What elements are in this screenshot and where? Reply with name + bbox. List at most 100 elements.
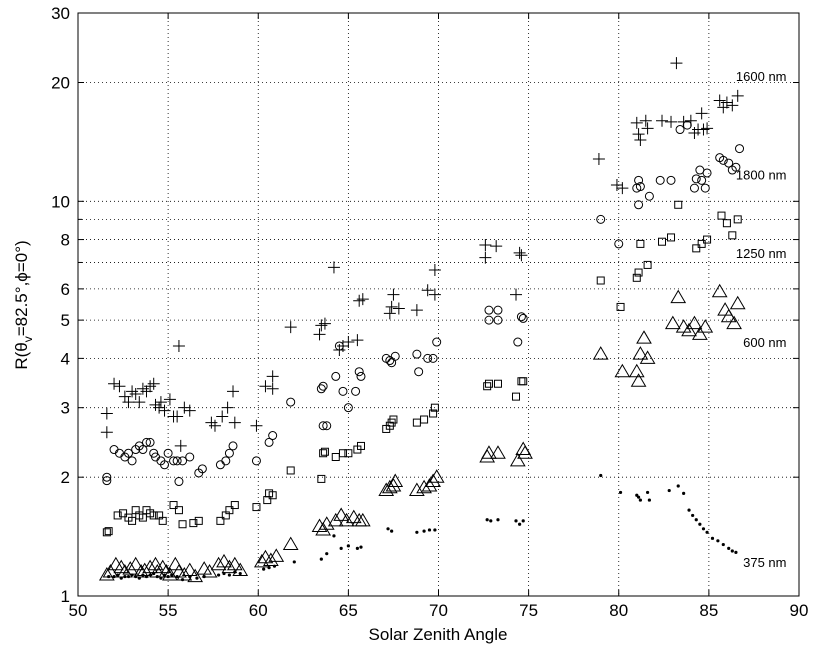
triangle-marker [201,564,218,578]
square-marker [697,239,706,248]
plus-marker [342,336,355,349]
plus-marker [510,288,523,301]
triangle-marker [176,567,193,581]
dot-marker [390,529,394,533]
square-marker [429,409,438,418]
dot-marker [292,560,296,564]
square-marker [733,215,742,224]
triangle-marker [670,289,687,304]
square-marker [320,447,329,456]
triangle-marker [378,482,395,497]
square-marker [512,392,521,401]
circle-marker [518,313,528,323]
circle-marker [318,421,328,431]
square-marker [634,268,643,277]
plus-marker [221,401,234,414]
circle-marker [316,384,326,394]
dot-marker [422,529,426,533]
triangle-marker [338,512,355,527]
circle-marker [169,456,179,466]
plus-marker [100,426,113,439]
circle-marker [390,351,400,361]
dot-marker [647,498,651,502]
dot-marker [137,576,141,580]
square-marker [189,519,198,528]
dot-marker [126,574,131,579]
square-marker [717,211,726,220]
plus-marker [701,122,714,135]
square-marker [616,302,625,311]
circle-marker [484,305,494,315]
dot-marker [339,546,343,551]
series-600-nm [98,283,746,583]
square-marker [344,449,353,458]
plus-marker [163,393,176,406]
y-tick-label: 8 [61,231,70,250]
circle-marker [185,452,195,462]
dot-marker [175,574,179,579]
circle-marker [160,460,170,470]
circle-marker [221,456,231,466]
plus-marker [428,263,441,276]
dot-marker [141,573,145,577]
triangle-marker [681,322,697,337]
dot-marker [521,519,525,523]
dot-marker [489,519,493,523]
circle-marker [343,403,353,413]
square-marker [636,239,645,248]
y-tick-label: 2 [61,468,70,487]
dot-marker [599,473,603,478]
dot-marker [667,488,671,493]
circle-marker [102,476,112,486]
plus-marker [133,396,146,409]
series-375-nm [107,473,738,582]
dot-marker [325,552,329,556]
plus-marker [266,382,279,395]
data-marks [98,57,746,583]
circle-marker [331,371,341,381]
square-marker [728,231,737,240]
square-marker [356,441,365,450]
grid-lines [78,13,799,596]
triangle-marker [408,482,425,497]
x-axis-title: Solar Zenith Angle [369,625,508,644]
triangle-marker [726,315,742,330]
square-marker [194,516,203,525]
plus-marker [387,288,400,301]
series-1600-nm [100,57,744,452]
dot-marker [202,574,206,579]
series-label: 1600 nm [736,69,787,84]
circle-marker [224,448,234,458]
y-tick-label: 20 [51,74,70,93]
series-label: 1800 nm [736,167,787,182]
circle-marker [731,162,741,172]
dot-marker [180,578,185,582]
plus-marker [250,419,263,432]
triangle-marker [253,553,270,568]
triangle-marker [221,559,238,574]
square-marker [674,200,683,209]
circle-marker [172,456,182,466]
circle-marker [432,337,442,347]
circle-marker [197,464,207,474]
plus-marker [410,304,423,317]
plus-marker [670,57,683,70]
dot-marker [130,573,134,577]
square-marker [389,415,398,424]
plus-marker [351,334,364,347]
circle-marker [178,456,188,466]
triangle-marker [636,330,652,344]
plus-marker [171,410,184,423]
dot-marker [705,530,709,534]
triangle-marker [664,315,681,330]
triangle-marker [282,536,299,551]
triangle-marker [632,346,649,360]
circle-marker [414,367,424,377]
dot-marker [148,573,152,577]
y-axis-title-rest: =82.5°,ϕ=0°) [12,240,31,336]
triangle-marker [711,283,728,298]
triangle-marker [98,567,115,581]
triangle-marker [226,556,243,571]
square-marker [319,449,328,458]
circle-marker [127,456,137,466]
